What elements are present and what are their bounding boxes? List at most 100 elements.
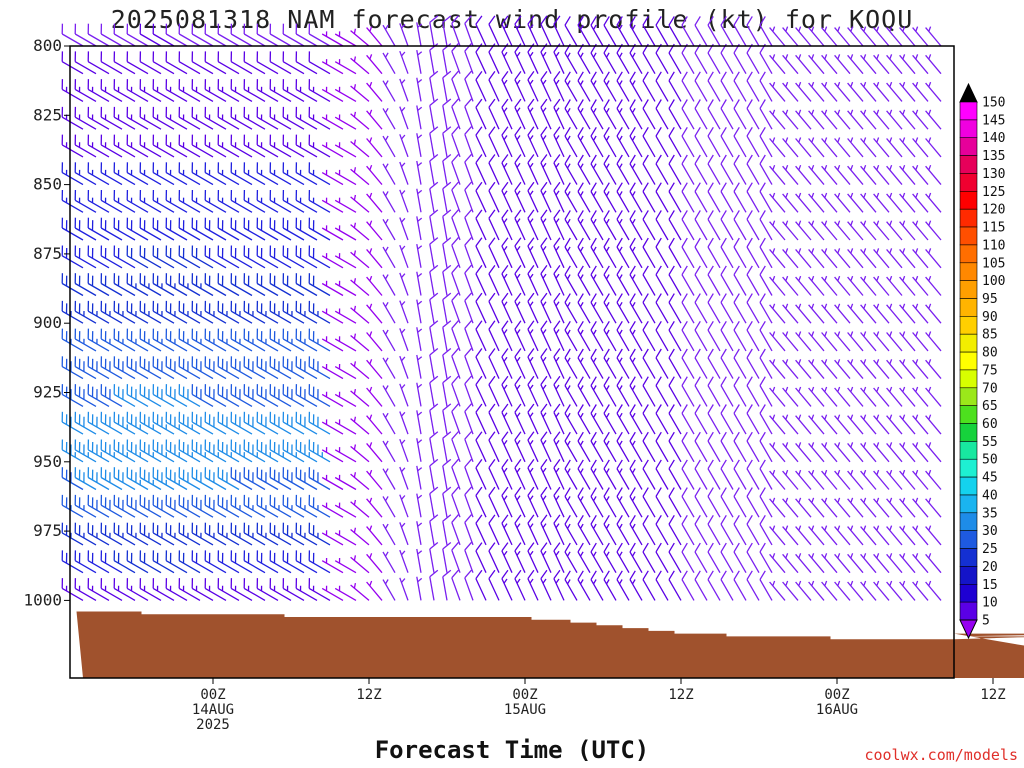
wind-barb: [61, 134, 84, 158]
barb-shaft: [707, 80, 721, 102]
barb-half-feather: [503, 79, 508, 85]
barb-feather: [629, 126, 636, 137]
barb-feather: [629, 182, 636, 192]
wind-barb: [217, 245, 240, 269]
barb-shaft: [113, 587, 136, 601]
wind-barb: [795, 331, 812, 352]
barb-shaft: [616, 385, 630, 407]
barb-feather: [577, 348, 584, 359]
wind-barb: [256, 439, 279, 463]
barb-half-feather: [889, 164, 893, 171]
barb-shaft: [87, 310, 110, 324]
barb-feather: [429, 43, 439, 51]
barb-shaft: [553, 550, 565, 573]
wind-barb: [282, 51, 305, 75]
wind-barb: [126, 273, 149, 297]
barb-half-feather: [579, 52, 584, 58]
wind-barb: [540, 569, 552, 601]
barb-feather: [553, 542, 561, 552]
wind-barb: [416, 410, 423, 435]
barb-shaft: [912, 193, 929, 213]
barb-shaft: [382, 412, 396, 435]
barb-feather: [681, 431, 688, 442]
barb-shaft: [475, 301, 487, 324]
wind-barb: [152, 384, 175, 407]
barb-shaft: [191, 421, 214, 435]
barb-shaft: [308, 504, 331, 518]
barb-half-feather: [516, 384, 521, 390]
wind-barb: [191, 411, 214, 435]
wind-barb: [655, 16, 669, 47]
barb-shaft: [694, 523, 708, 546]
wind-barb: [139, 384, 162, 407]
wind-barb: [100, 494, 123, 518]
wind-barb: [308, 273, 331, 297]
barb-half-feather: [417, 272, 423, 278]
barb-shaft: [204, 504, 227, 518]
barb-half-feather: [824, 81, 828, 88]
wind-barb: [899, 525, 916, 546]
wind-barb: [416, 493, 423, 518]
wind-barb: [629, 154, 643, 185]
barb-half-feather: [566, 357, 571, 363]
barb-half-feather: [369, 248, 373, 254]
barb-feather: [540, 403, 548, 413]
wind-barb: [808, 553, 825, 574]
barb-half-feather: [928, 26, 932, 32]
barb-feather: [668, 71, 675, 82]
barb-feather: [488, 348, 496, 358]
barb-shaft: [603, 357, 617, 379]
barb-feather: [488, 542, 496, 552]
barb-shaft: [733, 496, 747, 518]
barb-shaft: [782, 276, 799, 296]
wind-barb: [564, 293, 578, 324]
barb-shaft: [165, 449, 188, 463]
wind-barb: [795, 525, 812, 546]
wind-barb: [808, 54, 825, 75]
barb-half-feather: [863, 414, 867, 420]
barb-shaft: [269, 366, 292, 380]
barb-half-feather: [785, 303, 789, 309]
barb-feather: [694, 126, 701, 137]
barb-feather: [590, 182, 597, 192]
wind-barb: [577, 182, 591, 213]
wind-barb: [694, 182, 708, 213]
wind-barb: [382, 218, 396, 241]
barb-shaft: [642, 163, 656, 185]
barb-half-feather: [503, 384, 508, 390]
wind-barb: [746, 237, 760, 269]
barb-shaft: [681, 440, 695, 463]
wind-barb: [629, 348, 643, 379]
wind-barb: [590, 71, 604, 102]
barb-half-feather: [876, 331, 880, 337]
barb-half-feather: [384, 496, 389, 502]
wind-barb: [475, 126, 487, 158]
barb-feather: [501, 98, 509, 108]
barb-shaft: [577, 246, 591, 269]
barb-feather: [655, 154, 662, 165]
barb-half-feather: [417, 23, 423, 28]
wind-barb: [821, 137, 838, 158]
wind-barb: [382, 357, 396, 379]
wind-barb: [269, 384, 292, 407]
barb-shaft: [629, 108, 643, 130]
wind-barb: [514, 71, 526, 102]
barb-shaft: [759, 412, 773, 435]
barb-shaft: [847, 276, 864, 296]
barb-feather: [514, 542, 522, 552]
wind-barb: [707, 459, 721, 490]
barb-feather: [603, 431, 610, 442]
barb-feather: [451, 569, 459, 579]
barb-shaft: [642, 52, 656, 75]
wind-barb: [308, 106, 331, 130]
wind-barb: [165, 51, 188, 75]
barb-shaft: [912, 387, 929, 407]
wind-barb: [577, 376, 591, 407]
barb-shaft: [321, 560, 344, 574]
barb-half-feather: [850, 81, 854, 88]
barb-half-feather: [529, 578, 534, 584]
wind-barb: [616, 154, 630, 185]
barb-shaft: [256, 144, 279, 158]
barb-shaft: [295, 449, 318, 463]
barb-feather: [501, 237, 509, 247]
